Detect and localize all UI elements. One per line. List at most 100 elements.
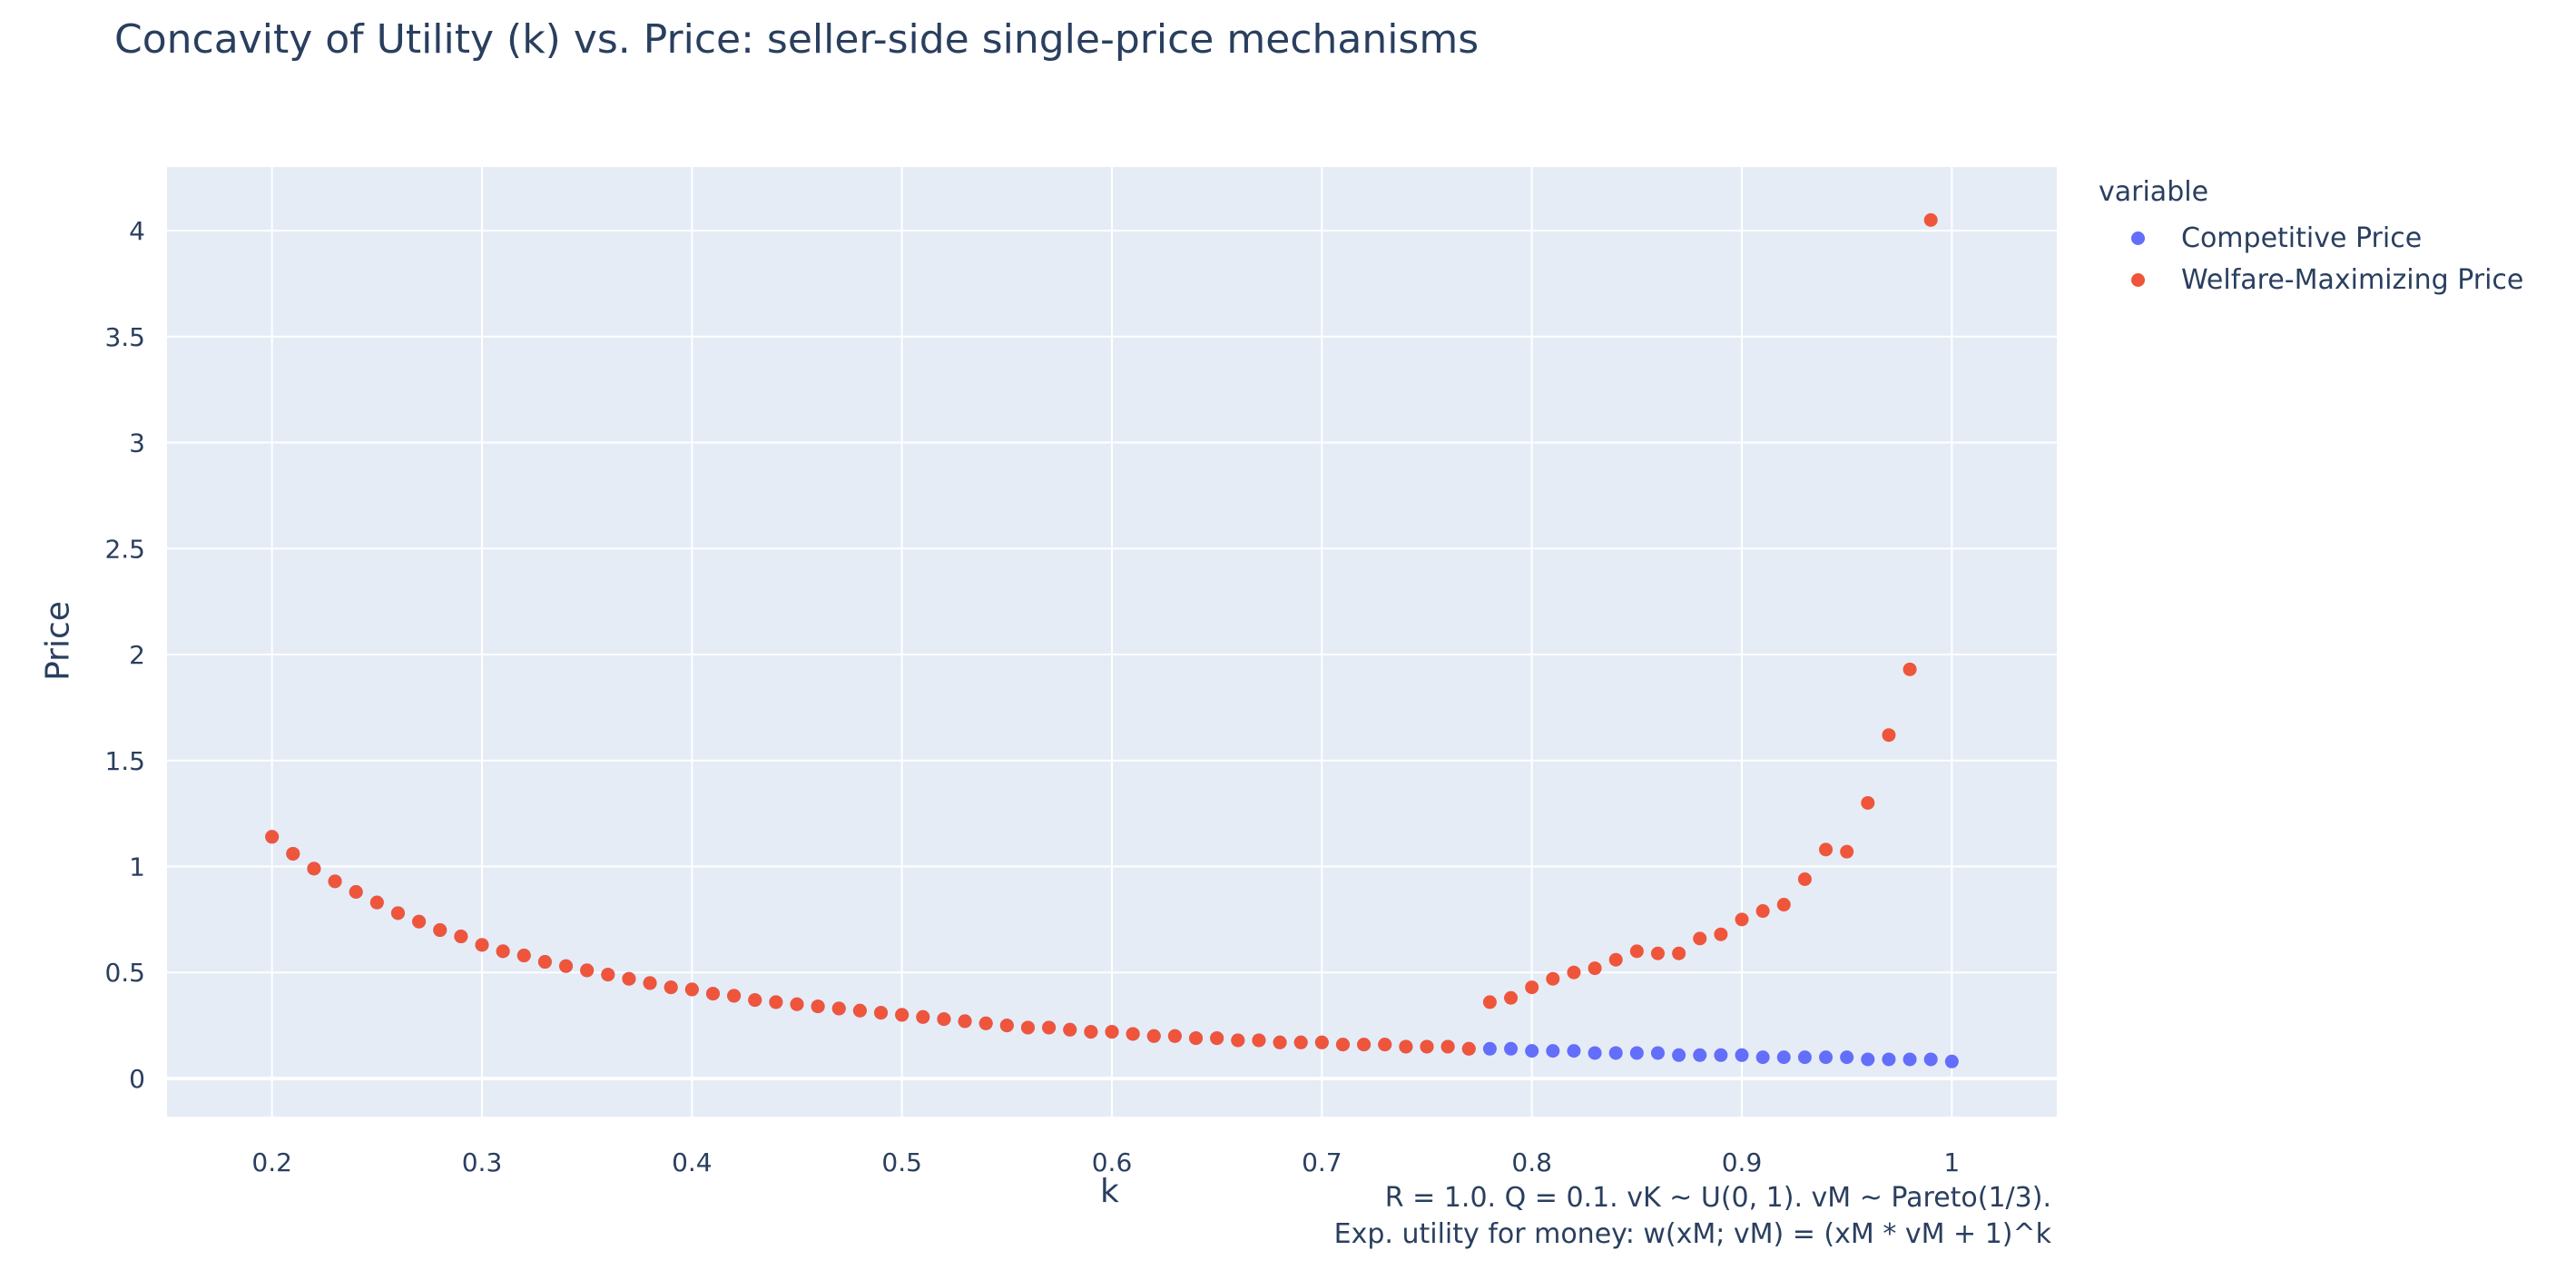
welfare-maximizing-price-point[interactable]	[852, 1003, 867, 1018]
welfare-maximizing-price-point[interactable]	[1378, 1038, 1392, 1052]
welfare-maximizing-price-point[interactable]	[1314, 1035, 1329, 1049]
welfare-maximizing-price-point[interactable]	[811, 999, 825, 1014]
competitive-price-point[interactable]	[1840, 1050, 1854, 1065]
welfare-maximizing-price-point[interactable]	[1903, 662, 1917, 676]
welfare-maximizing-price-point[interactable]	[999, 1019, 1014, 1033]
welfare-maximizing-price-point[interactable]	[1231, 1033, 1245, 1048]
competitive-price-point[interactable]	[1672, 1048, 1686, 1062]
welfare-maximizing-price-point[interactable]	[537, 955, 552, 970]
welfare-maximizing-price-point[interactable]	[1146, 1029, 1161, 1043]
welfare-maximizing-price-point[interactable]	[580, 963, 595, 978]
welfare-maximizing-price-point[interactable]	[265, 830, 280, 844]
competitive-price-point[interactable]	[1735, 1048, 1749, 1062]
legend-item-competitive-price[interactable]: Competitive Price	[2099, 217, 2523, 259]
welfare-maximizing-price-point[interactable]	[412, 914, 427, 929]
welfare-maximizing-price-point[interactable]	[1420, 1039, 1434, 1054]
welfare-maximizing-price-point[interactable]	[1672, 946, 1686, 960]
welfare-maximizing-price-point[interactable]	[1714, 927, 1728, 941]
welfare-maximizing-price-point[interactable]	[790, 997, 804, 1011]
welfare-maximizing-price-point[interactable]	[831, 1001, 846, 1016]
competitive-price-point[interactable]	[1650, 1046, 1665, 1060]
competitive-price-point[interactable]	[1482, 1041, 1497, 1056]
welfare-maximizing-price-point[interactable]	[475, 938, 489, 952]
welfare-maximizing-price-point[interactable]	[1525, 980, 1539, 995]
welfare-maximizing-price-point[interactable]	[1504, 990, 1519, 1005]
welfare-maximizing-price-point[interactable]	[1126, 1027, 1140, 1041]
welfare-maximizing-price-point[interactable]	[1105, 1025, 1119, 1039]
welfare-maximizing-price-point[interactable]	[1840, 844, 1854, 859]
competitive-price-point[interactable]	[1882, 1052, 1896, 1067]
competitive-price-point[interactable]	[1861, 1052, 1875, 1067]
welfare-maximizing-price-point[interactable]	[1546, 971, 1560, 986]
welfare-maximizing-price-point[interactable]	[1167, 1029, 1182, 1043]
welfare-maximizing-price-point[interactable]	[1776, 898, 1791, 912]
welfare-maximizing-price-point[interactable]	[1567, 965, 1581, 980]
welfare-maximizing-price-point[interactable]	[1608, 952, 1623, 967]
welfare-maximizing-price-point[interactable]	[769, 995, 783, 1009]
welfare-maximizing-price-point[interactable]	[1882, 728, 1896, 743]
welfare-maximizing-price-point[interactable]	[1210, 1031, 1224, 1046]
welfare-maximizing-price-point[interactable]	[1755, 904, 1770, 919]
welfare-maximizing-price-point[interactable]	[1735, 912, 1749, 927]
competitive-price-point[interactable]	[1504, 1041, 1519, 1056]
welfare-maximizing-price-point[interactable]	[1461, 1041, 1476, 1056]
competitive-price-point[interactable]	[1923, 1052, 1938, 1067]
welfare-maximizing-price-point[interactable]	[1042, 1020, 1057, 1035]
welfare-maximizing-price-point[interactable]	[705, 987, 720, 1001]
legend-item-welfare-maximizing-price[interactable]: Welfare-Maximizing Price	[2099, 259, 2523, 300]
welfare-maximizing-price-point[interactable]	[684, 982, 699, 997]
welfare-maximizing-price-point[interactable]	[1020, 1020, 1035, 1035]
welfare-maximizing-price-point[interactable]	[1189, 1031, 1204, 1046]
welfare-maximizing-price-point[interactable]	[433, 923, 447, 938]
welfare-maximizing-price-point[interactable]	[1693, 931, 1707, 946]
welfare-maximizing-price-point[interactable]	[937, 1012, 951, 1027]
competitive-price-point[interactable]	[1944, 1054, 1959, 1068]
welfare-maximizing-price-point[interactable]	[516, 949, 531, 963]
welfare-maximizing-price-point[interactable]	[664, 980, 678, 995]
welfare-maximizing-price-point[interactable]	[1819, 842, 1834, 857]
competitive-price-point[interactable]	[1693, 1048, 1707, 1062]
welfare-maximizing-price-point[interactable]	[978, 1016, 993, 1030]
welfare-maximizing-price-point[interactable]	[1252, 1033, 1266, 1048]
welfare-maximizing-price-point[interactable]	[307, 862, 321, 876]
competitive-price-point[interactable]	[1797, 1050, 1812, 1065]
welfare-maximizing-price-point[interactable]	[1399, 1039, 1413, 1054]
competitive-price-point[interactable]	[1714, 1048, 1728, 1062]
welfare-maximizing-price-point[interactable]	[1273, 1035, 1287, 1049]
welfare-maximizing-price-point[interactable]	[1357, 1038, 1372, 1052]
welfare-maximizing-price-point[interactable]	[916, 1009, 930, 1024]
welfare-maximizing-price-point[interactable]	[1923, 212, 1938, 227]
welfare-maximizing-price-point[interactable]	[1440, 1039, 1455, 1054]
welfare-maximizing-price-point[interactable]	[286, 846, 300, 861]
competitive-price-point[interactable]	[1819, 1050, 1834, 1065]
welfare-maximizing-price-point[interactable]	[1335, 1038, 1350, 1052]
welfare-maximizing-price-point[interactable]	[390, 906, 405, 921]
welfare-maximizing-price-point[interactable]	[895, 1008, 909, 1022]
competitive-price-point[interactable]	[1755, 1050, 1770, 1065]
competitive-price-point[interactable]	[1608, 1046, 1623, 1060]
welfare-maximizing-price-point[interactable]	[1861, 795, 1875, 810]
competitive-price-point[interactable]	[1567, 1044, 1581, 1058]
welfare-maximizing-price-point[interactable]	[1293, 1035, 1308, 1049]
welfare-maximizing-price-point[interactable]	[369, 895, 384, 910]
welfare-maximizing-price-point[interactable]	[958, 1014, 972, 1029]
welfare-maximizing-price-point[interactable]	[1797, 872, 1812, 886]
welfare-maximizing-price-point[interactable]	[601, 968, 615, 982]
welfare-maximizing-price-point[interactable]	[328, 874, 342, 889]
competitive-price-point[interactable]	[1903, 1052, 1917, 1067]
welfare-maximizing-price-point[interactable]	[1650, 946, 1665, 960]
competitive-price-point[interactable]	[1776, 1050, 1791, 1065]
welfare-maximizing-price-point[interactable]	[1629, 944, 1644, 959]
series-welfare-maximizing-price[interactable]	[265, 212, 1938, 1056]
welfare-maximizing-price-point[interactable]	[1588, 961, 1602, 976]
welfare-maximizing-price-point[interactable]	[559, 959, 574, 973]
welfare-maximizing-price-point[interactable]	[643, 976, 657, 990]
welfare-maximizing-price-point[interactable]	[1084, 1025, 1098, 1039]
welfare-maximizing-price-point[interactable]	[1063, 1022, 1077, 1037]
welfare-maximizing-price-point[interactable]	[748, 993, 762, 1008]
competitive-price-point[interactable]	[1629, 1046, 1644, 1060]
competitive-price-point[interactable]	[1588, 1046, 1602, 1060]
welfare-maximizing-price-point[interactable]	[496, 944, 510, 959]
welfare-maximizing-price-point[interactable]	[874, 1006, 889, 1020]
welfare-maximizing-price-point[interactable]	[1482, 995, 1497, 1009]
